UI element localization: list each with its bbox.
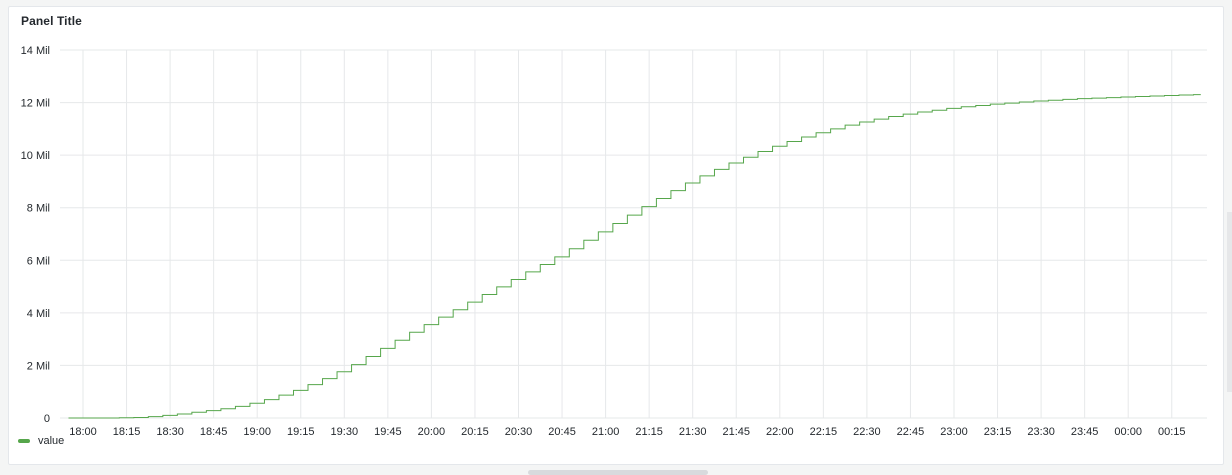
x-tick-label: 19:30	[331, 426, 359, 438]
x-tick-label: 20:30	[505, 426, 533, 438]
legend-label: value	[38, 435, 65, 447]
vertical-scrollbar[interactable]	[1227, 212, 1232, 392]
y-tick-label: 12 Mil	[21, 98, 50, 110]
x-tick-label: 21:15	[635, 426, 663, 438]
x-tick-label: 21:00	[592, 426, 620, 438]
x-tick-label: 20:00	[418, 426, 446, 438]
x-tick-label: 19:45	[374, 426, 402, 438]
x-axis-labels: 18:00 18:15 18:30 18:45 19:00 19:15 19:30 19:45…	[69, 426, 1185, 438]
legend-swatch	[18, 439, 30, 443]
series-layer	[68, 94, 1201, 419]
y-tick-label: 6 Mil	[27, 255, 50, 267]
x-tick-label: 22:30	[853, 426, 881, 438]
graph-panel: Panel Title	[8, 6, 1224, 465]
y-tick-label: 0	[44, 413, 50, 425]
y-tick-label: 8 Mil	[27, 203, 50, 215]
y-tick-label: 10 Mil	[21, 150, 50, 162]
horizontal-scrollbar[interactable]	[528, 470, 708, 475]
x-tick-label: 00:00	[1114, 426, 1142, 438]
x-tick-label: 22:45	[897, 426, 925, 438]
x-tick-label: 18:00	[69, 426, 97, 438]
y-axis-labels: 0 2 Mil 4 Mil 6 Mil 8 Mil 10 Mil 12 Mil 14 Mil	[21, 45, 50, 425]
panel-title[interactable]: Panel Title	[21, 14, 82, 28]
x-tick-label: 21:30	[679, 426, 707, 438]
x-tick-label: 22:15	[810, 426, 838, 438]
series-line-value[interactable]	[68, 94, 1201, 419]
legend[interactable]: value	[18, 435, 64, 447]
y-tick-label: 4 Mil	[27, 308, 50, 320]
x-tick-label: 18:45	[200, 426, 228, 438]
x-tick-label: 22:00	[766, 426, 794, 438]
x-tick-label: 18:30	[156, 426, 184, 438]
grid-lines	[60, 49, 1207, 419]
y-tick-label: 14 Mil	[21, 45, 50, 57]
x-tick-label: 23:30	[1027, 426, 1055, 438]
x-tick-label: 20:15	[461, 426, 489, 438]
x-tick-label: 20:45	[548, 426, 576, 438]
x-tick-label: 18:15	[113, 426, 141, 438]
x-tick-label: 23:45	[1071, 426, 1099, 438]
x-tick-label: 23:15	[984, 426, 1012, 438]
y-tick-label: 2 Mil	[27, 360, 50, 372]
x-tick-label: 19:00	[243, 426, 271, 438]
x-tick-label: 19:15	[287, 426, 315, 438]
x-tick-label: 00:15	[1158, 426, 1186, 438]
x-tick-label: 21:45	[722, 426, 750, 438]
x-tick-label: 23:00	[940, 426, 968, 438]
